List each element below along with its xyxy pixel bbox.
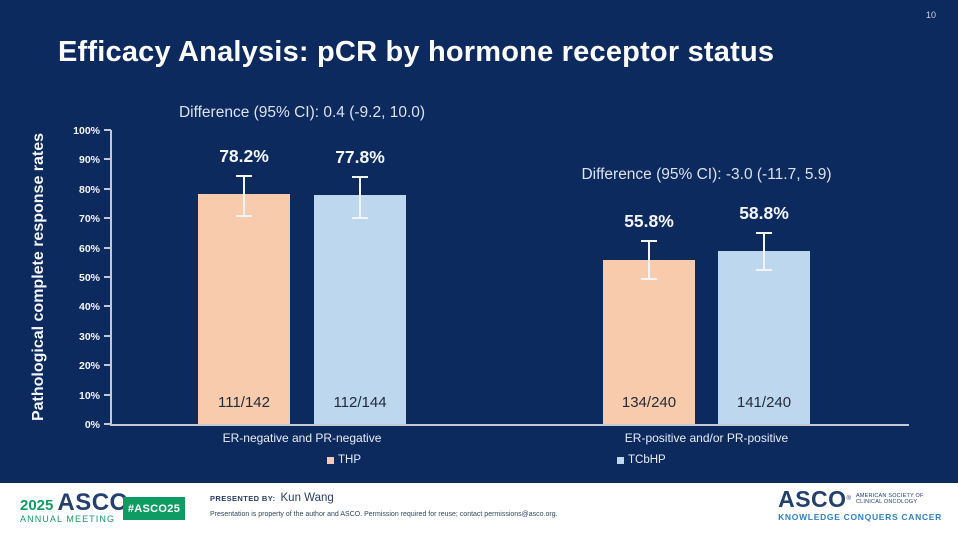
bar-thp bbox=[603, 259, 695, 424]
bar-count-label: 141/240 bbox=[736, 394, 792, 411]
y-axis-tick-label: 60% bbox=[78, 242, 100, 255]
error-bar bbox=[648, 241, 650, 280]
y-axis-tick-label: 70% bbox=[78, 213, 100, 226]
y-axis-tick-label: 10% bbox=[78, 389, 100, 402]
bar-tcbhp bbox=[314, 195, 406, 424]
y-axis-tick-label: 0% bbox=[84, 419, 100, 431]
bar-value-label: 77.8% bbox=[335, 147, 385, 168]
legend-swatch bbox=[617, 456, 624, 464]
y-axis-tick bbox=[104, 364, 111, 367]
difference-annotation: Difference (95% CI): 0.4 (-9.2, 10.0) bbox=[178, 104, 426, 121]
y-axis-tick-label: 50% bbox=[78, 272, 100, 284]
y-axis-tick bbox=[104, 246, 111, 249]
bar-chart: 0% 10% 20% 30% 40% 50% 60% 70% 80% 90% 100% Differe… bbox=[73, 104, 909, 466]
annual-meeting-label: ANNUAL MEETING bbox=[20, 514, 116, 524]
society-tagline: KNOWLEDGE CONQUERS CANCER bbox=[778, 512, 942, 522]
y-axis-tick bbox=[104, 276, 111, 278]
registered-mark-icon: ® bbox=[846, 496, 851, 502]
y-axis-tick-label: 80% bbox=[78, 183, 100, 196]
bar-count-label: 112/144 bbox=[333, 394, 387, 411]
legend-item: TCbHP bbox=[617, 454, 666, 466]
y-axis-tick bbox=[104, 423, 111, 425]
y-axis-tick bbox=[104, 334, 111, 337]
y-axis-tick-label: 100% bbox=[73, 125, 100, 137]
error-bar bbox=[243, 176, 245, 217]
y-axis-tick-label: 30% bbox=[78, 330, 100, 343]
presenter-block: PRESENTED BY: Kun Wang Presentation is p… bbox=[210, 492, 558, 518]
y-axis-tick bbox=[104, 129, 111, 131]
y-axis-tick bbox=[104, 393, 111, 396]
y-axis-tick bbox=[104, 217, 111, 220]
error-bar-cap-bottom bbox=[236, 215, 252, 218]
y-axis-tick bbox=[104, 187, 111, 190]
society-logo-row: ASCO ® AMERICAN SOCIETY OF CLINICAL ONCO… bbox=[778, 486, 942, 512]
asco-society-logo: ASCO ® AMERICAN SOCIETY OF CLINICAL ONCO… bbox=[778, 486, 942, 523]
presenter-name: Kun Wang bbox=[280, 492, 334, 504]
meeting-year: 2025 bbox=[20, 497, 54, 514]
slide-title: Efficacy Analysis: pCR by hormone recept… bbox=[58, 36, 775, 68]
bar-tcbhp bbox=[718, 251, 810, 424]
legend-item: THP bbox=[327, 454, 361, 466]
category-label: ER-positive and/or PR-positive bbox=[624, 431, 789, 445]
presented-by-row: PRESENTED BY: Kun Wang bbox=[210, 492, 558, 504]
y-axis-tick-label: 40% bbox=[78, 301, 100, 314]
bar-count-label: 134/240 bbox=[621, 394, 677, 411]
y-axis-tick bbox=[104, 158, 111, 161]
error-bar-cap-top bbox=[756, 231, 772, 234]
category-label: ER-negative and PR-negative bbox=[222, 431, 382, 445]
error-bar bbox=[763, 232, 765, 271]
bar-count-label: 111/142 bbox=[218, 394, 270, 411]
asco-wordmark: ASCO bbox=[778, 486, 847, 512]
society-name-line2: CLINICAL ONCOLOGY bbox=[855, 499, 918, 505]
y-axis-tick-label: 90% bbox=[78, 154, 100, 167]
permission-disclaimer: Presentation is property of the author a… bbox=[210, 511, 558, 518]
error-bar-cap-top bbox=[641, 240, 657, 243]
legend-label: TCbHP bbox=[628, 454, 666, 466]
error-bar-cap-bottom bbox=[756, 269, 772, 272]
hashtag-badge: #ASCO25 bbox=[123, 497, 185, 520]
footer: 2025 ASCO ® ANNUAL MEETING #ASCO25 PRESE… bbox=[0, 483, 958, 539]
legend-label: THP bbox=[338, 454, 361, 466]
y-axis-title: Pathological complete response rates bbox=[30, 132, 47, 422]
error-bar-cap-bottom bbox=[641, 278, 657, 281]
bar-value-label: 55.8% bbox=[624, 211, 674, 232]
error-bar-cap-bottom bbox=[352, 216, 368, 219]
difference-annotation: Difference (95% CI): -3.0 (-11.7, 5.9) bbox=[581, 166, 832, 183]
slide-body: 10 Efficacy Analysis: pCR by hormone rec… bbox=[0, 0, 958, 483]
legend-swatch bbox=[327, 456, 334, 464]
error-bar-cap-top bbox=[352, 176, 368, 179]
asco-wordmark: ASCO bbox=[57, 489, 129, 516]
bar-value-label: 58.8% bbox=[739, 202, 789, 223]
page-number: 10 bbox=[925, 10, 936, 20]
bar-thp bbox=[198, 194, 290, 424]
bar-value-label: 78.2% bbox=[219, 146, 269, 167]
y-axis-tick-label: 20% bbox=[78, 360, 100, 373]
y-axis-tick bbox=[104, 305, 111, 308]
presented-by-label: PRESENTED BY: bbox=[210, 494, 276, 503]
asco-annual-meeting-logo: 2025 ASCO ® ANNUAL MEETING bbox=[20, 489, 133, 525]
society-name-line1: AMERICAN SOCIETY OF bbox=[855, 492, 924, 499]
asco-logo-row: 2025 ASCO ® bbox=[20, 489, 133, 516]
society-name: AMERICAN SOCIETY OF CLINICAL ONCOLOGY bbox=[856, 493, 924, 506]
error-bar-cap-top bbox=[236, 175, 252, 178]
error-bar bbox=[359, 177, 361, 218]
